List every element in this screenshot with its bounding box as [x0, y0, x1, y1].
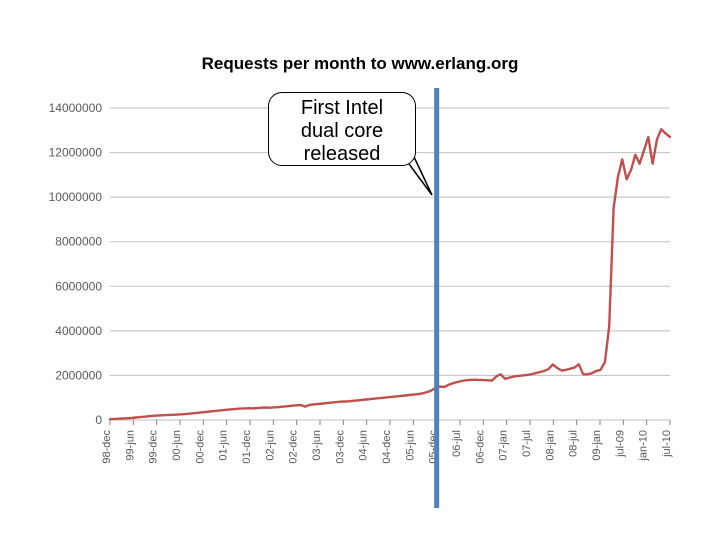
x-tick-label-group: 01-dec	[241, 430, 253, 464]
chart-svg: 0 2000000 4000000 6000000 8000000 10000000 120…	[0, 0, 720, 540]
x-tick-label-group: 00-dec	[194, 430, 206, 464]
x-tick-label-group: 04-dec	[381, 430, 393, 464]
x-tick-label: jul-09	[614, 430, 626, 458]
x-tick-label: 01-dec	[241, 430, 253, 464]
x-tick-label-group: 09-jan	[591, 430, 603, 461]
x-tick-label-group: 08-jan	[544, 430, 556, 461]
x-tick-label-group: 06-jul	[451, 430, 463, 457]
x-tick-label: 08-jul	[568, 430, 580, 457]
x-tick-label-group: 07-jan	[498, 430, 510, 461]
x-tick-label: 05-jun	[404, 430, 416, 461]
x-tick-label: 04-dec	[381, 430, 393, 464]
x-tick-label-group: jul-09	[614, 430, 626, 458]
y-tick-label: 14000000	[49, 101, 103, 115]
x-tick-label: 06-jul	[451, 430, 463, 457]
y-tick-label: 2000000	[55, 368, 102, 382]
chart-container: Requests per month to www.erlang.org 020…	[0, 0, 720, 540]
x-tick-label: 99-jun	[124, 430, 136, 461]
x-tick-label: 03-dec	[334, 430, 346, 464]
x-tick-label-group: 08-jul	[568, 430, 580, 457]
x-tick-label-group: 07-jul	[521, 430, 533, 457]
x-tick-label-group: jul-10	[661, 430, 673, 458]
x-tick-label: 09-jan	[591, 430, 603, 461]
x-tick-label: 06-dec	[474, 430, 486, 464]
x-tick-label-group: 00-jun	[171, 430, 183, 461]
x-tick-label-group: 03-jun	[311, 430, 323, 461]
x-tick-label-group: 99-jun	[124, 430, 136, 461]
callout-line: released	[277, 143, 407, 166]
x-tick-label: 07-jul	[521, 430, 533, 457]
x-tick-label-group: 04-jun	[358, 430, 370, 461]
x-tick-label: 07-jan	[498, 430, 510, 461]
x-tick-label: 99-dec	[148, 430, 160, 464]
x-tick-label: 00-jun	[171, 430, 183, 461]
y-tick-label: 10000000	[49, 190, 103, 204]
x-tick-label-group: 06-dec	[474, 430, 486, 464]
x-tick-label: 04-jun	[358, 430, 370, 461]
y-tick-label: 4000000	[55, 324, 102, 338]
x-tick-label: 03-jun	[311, 430, 323, 461]
x-tick-label: 00-dec	[194, 430, 206, 464]
y-tick-label: 8000000	[55, 235, 102, 249]
callout-box: First Inteldual corereleased	[268, 92, 416, 166]
x-tick-label: 01-jun	[218, 430, 230, 461]
y-tick-label: 12000000	[49, 146, 103, 160]
x-tick-label-group: jan-10	[638, 430, 650, 462]
callout-line: dual core	[277, 120, 407, 143]
y-tick-label: 0	[95, 413, 102, 427]
x-tick-label-group: 02-dec	[288, 430, 300, 464]
x-tick-label-group: 03-dec	[334, 430, 346, 464]
x-tick-label-group: 02-jun	[264, 430, 276, 461]
callout-line: First Intel	[277, 97, 407, 120]
x-tick-label: 98-dec	[101, 430, 113, 464]
x-tick-label: jul-10	[661, 430, 673, 458]
y-tick-label: 6000000	[55, 279, 102, 293]
x-tick-label-group: 98-dec	[101, 430, 113, 464]
x-tick-label: jan-10	[638, 430, 650, 462]
x-tick-label-group: 01-jun	[218, 430, 230, 461]
x-tick-label: 02-dec	[288, 430, 300, 464]
x-tick-label-group: 05-jun	[404, 430, 416, 461]
x-tick-label: 08-jan	[544, 430, 556, 461]
x-tick-label: 02-jun	[264, 430, 276, 461]
x-tick-label-group: 99-dec	[148, 430, 160, 464]
